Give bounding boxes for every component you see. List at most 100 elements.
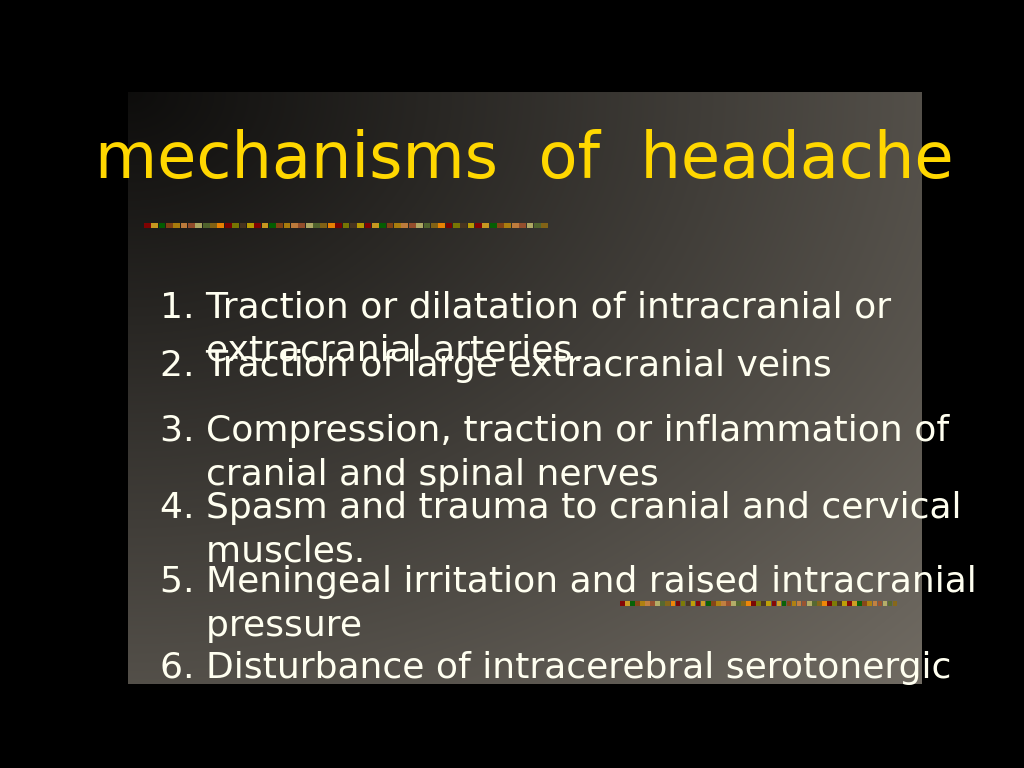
Bar [878,601,883,606]
Bar [269,223,275,227]
Bar [802,601,807,606]
Bar [757,601,761,606]
Bar [526,223,534,227]
Bar [862,601,867,606]
Bar [700,601,706,606]
Bar [746,601,751,606]
Bar [842,601,847,606]
Bar [630,601,635,606]
Bar [857,601,862,606]
Bar [812,601,816,606]
Bar [173,223,180,227]
Bar [822,601,826,606]
Bar [306,223,312,227]
Bar [625,601,630,606]
Bar [711,601,716,606]
Bar [645,601,650,606]
Text: 1. Traction or dilatation of intracranial or
    extracranial arteries.: 1. Traction or dilatation of intracrania… [160,290,891,368]
Bar [240,223,247,227]
Bar [357,223,365,227]
Text: 6. Disturbance of intracerebral serotonergic: 6. Disturbance of intracerebral serotone… [160,651,951,685]
Bar [217,223,224,227]
Bar [767,601,771,606]
Bar [424,223,430,227]
Bar [505,223,511,227]
Bar [445,223,453,227]
Bar [731,601,736,606]
Bar [650,601,655,606]
Bar [797,601,802,606]
Bar [343,223,349,227]
Bar [394,223,400,227]
Bar [838,601,842,606]
Bar [379,223,386,227]
Bar [666,601,670,606]
Bar [883,601,887,606]
Bar [416,223,423,227]
Bar [335,223,342,227]
Bar [534,223,541,227]
Text: 5. Meningeal irritation and raised intracranial
    pressure: 5. Meningeal irritation and raised intra… [160,565,977,643]
Bar [350,223,356,227]
Bar [232,223,239,227]
Bar [716,601,721,606]
Bar [635,601,640,606]
Bar [807,601,812,606]
Bar [781,601,786,606]
Bar [833,601,837,606]
Bar [489,223,497,227]
Bar [512,223,518,227]
Bar [771,601,776,606]
Bar [792,601,797,606]
Bar [291,223,298,227]
Bar [247,223,254,227]
Bar [497,223,504,227]
Text: 4. Spasm and trauma to cranial and cervical
    muscles.: 4. Spasm and trauma to cranial and cervi… [160,492,962,569]
Bar [196,223,202,227]
Bar [681,601,685,606]
Bar [872,601,878,606]
Bar [686,601,690,606]
Bar [453,223,460,227]
Bar [180,223,187,227]
Bar [695,601,700,606]
Bar [726,601,731,606]
Bar [298,223,305,227]
Bar [671,601,675,606]
Text: 3. Compression, traction or inflammation of
    cranial and spinal nerves: 3. Compression, traction or inflammation… [160,415,949,492]
Bar [321,223,328,227]
Bar [468,223,474,227]
Bar [867,601,872,606]
Bar [401,223,409,227]
Bar [365,223,372,227]
Bar [847,601,852,606]
Bar [313,223,319,227]
Bar [431,223,437,227]
Bar [655,601,660,606]
Bar [752,601,756,606]
Bar [893,601,897,606]
Bar [888,601,892,606]
Bar [188,223,195,227]
Bar [438,223,445,227]
Bar [827,601,831,606]
Bar [762,601,766,606]
Bar [152,223,158,227]
Bar [691,601,695,606]
Bar [372,223,379,227]
Bar [817,601,821,606]
Bar [620,601,625,606]
Bar [210,223,217,227]
Bar [387,223,393,227]
Bar [276,223,283,227]
Bar [254,223,261,227]
Bar [660,601,665,606]
Bar [852,601,857,606]
Bar [706,601,711,606]
Bar [741,601,745,606]
Bar [328,223,335,227]
Text: mechanisms  of  headache: mechanisms of headache [95,129,954,191]
Bar [409,223,416,227]
Bar [284,223,291,227]
Bar [776,601,781,606]
